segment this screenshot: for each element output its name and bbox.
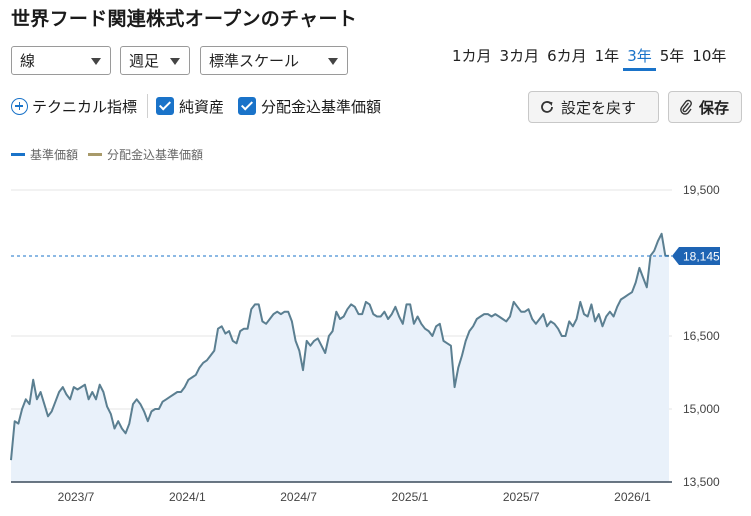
x-tick-label: 2026/1 [614, 490, 651, 504]
add-circle-icon[interactable] [11, 97, 28, 115]
range-tab-1y[interactable]: 1年 [594, 47, 620, 65]
divider [147, 94, 149, 118]
technical-indicator-link[interactable]: テクニカル指標 [32, 97, 138, 116]
legend-swatch-dividend [88, 153, 103, 156]
range-tab-5y[interactable]: 5年 [659, 47, 685, 65]
y-tick-label: 19,500 [683, 183, 720, 197]
line-type-select[interactable]: 線 [11, 46, 111, 75]
price-chart[interactable]: 18,145 19,500 16,500 15,000 13,500 2023/7 2024… [0, 170, 751, 516]
scale-select[interactable]: 標準スケール [200, 46, 348, 75]
refresh-icon [541, 101, 553, 113]
save-button[interactable]: 保存 [668, 91, 742, 123]
page-title: 世界フード関連株式オープンのチャート [11, 8, 358, 30]
x-tick-label: 2025/1 [392, 490, 429, 504]
x-tick-label: 2023/7 [58, 490, 95, 504]
interval-select[interactable]: 週足 [120, 46, 190, 75]
chart-legend: 基準価額 分配金込基準価額 [11, 146, 203, 163]
x-tick-label: 2024/1 [169, 490, 206, 504]
chevron-down-icon [328, 58, 338, 65]
net-assets-checkbox[interactable] [156, 97, 175, 115]
legend-dividend-label: 分配金込基準価額 [107, 148, 204, 162]
range-tab-10y[interactable]: 10年 [692, 47, 727, 65]
chevron-down-icon [170, 58, 180, 65]
last-price-label: 18,145 [683, 249, 720, 263]
last-price-tag [672, 246, 720, 265]
y-tick-label: 16,500 [683, 329, 720, 343]
range-tab-3m[interactable]: 3カ月 [499, 47, 540, 65]
scale-value: 標準スケール [209, 52, 300, 70]
series-line [10, 232, 670, 461]
legend-swatch-nav [11, 153, 25, 156]
save-label: 保存 [699, 98, 730, 117]
x-tick-label: 2025/7 [503, 490, 540, 504]
y-tick-label: 13,500 [683, 475, 720, 489]
x-tick-label: 2024/7 [280, 490, 317, 504]
paperclip-icon [680, 99, 692, 115]
chevron-down-icon [91, 58, 101, 65]
range-tab-6m[interactable]: 6カ月 [547, 47, 587, 65]
dividend-label: 分配金込基準価額 [261, 97, 382, 116]
range-tab-1m[interactable]: 1カ月 [452, 47, 492, 65]
dividend-checkbox[interactable] [238, 97, 257, 115]
reset-settings-label: 設定を戻す [561, 98, 637, 117]
chart-options: テクニカル指標 純資産 分配金込基準価額 [11, 94, 381, 118]
range-tab-3y[interactable]: 3年 [623, 45, 656, 71]
reset-settings-button[interactable]: 設定を戻す [528, 91, 659, 123]
line-type-value: 線 [20, 52, 36, 70]
series-area [11, 233, 669, 482]
y-tick-label: 15,000 [683, 402, 720, 416]
net-assets-label: 純資産 [179, 97, 225, 116]
legend-nav-label: 基準価額 [30, 148, 79, 162]
range-tabs: 1カ月 3カ月 6カ月 1年 3年 5年 10年 [448, 45, 730, 71]
interval-value: 週足 [129, 52, 160, 70]
